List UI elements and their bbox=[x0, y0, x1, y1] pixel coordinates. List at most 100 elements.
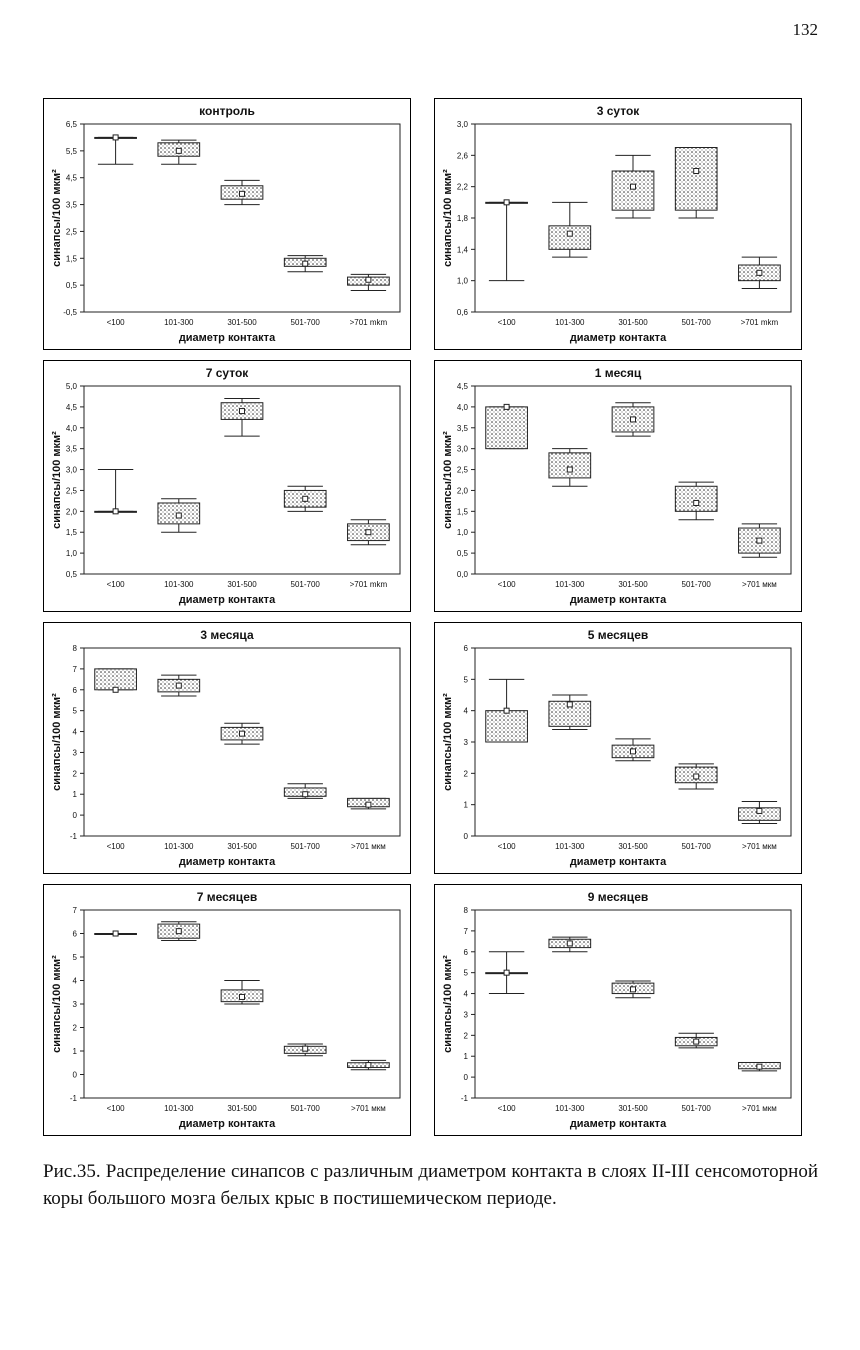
mean-marker bbox=[630, 183, 636, 190]
x-tick-label: >701 мкм bbox=[742, 580, 777, 589]
y-tick-label: 3,5 bbox=[457, 424, 469, 433]
y-tick-label: 3,0 bbox=[457, 120, 469, 129]
y-tick-label: 4 bbox=[73, 728, 78, 737]
mean-marker bbox=[302, 791, 309, 798]
chart-title: 7 суток bbox=[206, 366, 250, 380]
y-tick-label: 2 bbox=[73, 1024, 78, 1033]
x-tick-label: >701 мкм bbox=[351, 842, 386, 851]
mean-marker bbox=[503, 707, 510, 714]
box-0 bbox=[485, 406, 528, 450]
y-tick-label: 4,5 bbox=[66, 174, 78, 183]
y-tick-label: 6 bbox=[73, 930, 78, 939]
y-tick-label: 5 bbox=[73, 953, 78, 962]
box-plot-4: 3 месяца 8 7 6 5 4 3 2 1 0 -1 синапсы/100 мкм² <100 1… bbox=[51, 628, 401, 868]
mean-marker bbox=[630, 416, 636, 423]
y-tick-label: 0 bbox=[73, 1071, 78, 1080]
y-tick-label: 3 bbox=[464, 738, 469, 747]
mean-marker bbox=[365, 1062, 372, 1069]
y-tick-label: 5 bbox=[464, 969, 469, 978]
box-4 bbox=[738, 807, 781, 821]
y-tick-label: 4,0 bbox=[457, 403, 469, 412]
box-0 bbox=[485, 710, 528, 743]
y-axis-label: синапсы/100 мкм² bbox=[51, 169, 63, 267]
x-tick-label: 501-700 bbox=[291, 842, 321, 851]
x-tick-label: <100 bbox=[498, 318, 517, 327]
mean-marker bbox=[302, 260, 309, 267]
x-tick-label: 501-700 bbox=[682, 580, 712, 589]
y-axis-label: синапсы/100 мкм² bbox=[51, 431, 63, 529]
mean-marker bbox=[630, 748, 636, 755]
y-tick-label: 7 bbox=[73, 665, 78, 674]
x-tick-label: 101-300 bbox=[555, 318, 585, 327]
plot-frame bbox=[83, 647, 401, 837]
mean-marker bbox=[175, 928, 182, 935]
mean-marker bbox=[756, 269, 763, 276]
y-tick-label: 0 bbox=[73, 811, 78, 820]
mean-marker bbox=[365, 276, 372, 283]
y-axis-label: синапсы/100 мкм² bbox=[442, 955, 454, 1053]
mean-marker bbox=[566, 701, 573, 708]
y-tick-label: 3 bbox=[464, 1010, 469, 1019]
chart-title: 9 месяцев bbox=[588, 890, 649, 904]
figure-caption: Рис.35. Распределение синапсов с различн… bbox=[43, 1161, 818, 1209]
y-tick-label: 3,0 bbox=[457, 445, 469, 454]
chart-title: 3 суток bbox=[597, 104, 641, 118]
x-tick-label: 301-500 bbox=[618, 1104, 648, 1113]
x-tick-label: >701 mkm bbox=[741, 318, 779, 327]
y-axis-label: синапсы/100 мкм² bbox=[51, 693, 63, 791]
y-tick-label: 1,5 bbox=[66, 528, 78, 537]
x-tick-label: >701 мкм bbox=[742, 842, 777, 851]
x-tick-label: 101-300 bbox=[164, 842, 194, 851]
x-axis-label: диаметр контакта bbox=[570, 332, 667, 344]
box-plot-3: 1 месяц 4,5 4,0 3,5 3,0 2,5 2,0 1,5 1,0 0,5 0,0 син… bbox=[442, 366, 792, 606]
y-tick-label: 3,5 bbox=[66, 445, 78, 454]
y-tick-label: 0,5 bbox=[457, 549, 469, 558]
y-tick-label: -1 bbox=[461, 1094, 469, 1103]
y-tick-label: -1 bbox=[70, 832, 78, 841]
x-axis-label: диаметр контакта bbox=[179, 856, 276, 868]
y-tick-label: 2,0 bbox=[66, 507, 78, 516]
y-tick-label: 3,5 bbox=[66, 201, 78, 210]
box-plot-0: контроль 6,5 5,5 4,5 3,5 2,5 1,5 0,5 -0,5 синапсы… bbox=[51, 104, 401, 344]
x-tick-label: 501-700 bbox=[682, 842, 712, 851]
y-tick-label: 6 bbox=[464, 948, 469, 957]
x-tick-label: >701 mkm bbox=[350, 318, 388, 327]
y-tick-label: 4 bbox=[464, 707, 469, 716]
y-tick-label: 1 bbox=[73, 1047, 78, 1056]
chart-panel-4: 3 месяца 8 7 6 5 4 3 2 1 0 -1 синапсы/100 мкм² <100 1… bbox=[43, 622, 411, 874]
x-tick-label: 101-300 bbox=[555, 580, 585, 589]
mean-marker bbox=[566, 466, 573, 473]
plot-frame bbox=[83, 123, 401, 313]
y-tick-label: 1 bbox=[73, 790, 78, 799]
y-axis-label: синапсы/100 мкм² bbox=[51, 955, 63, 1053]
y-tick-label: 2,6 bbox=[457, 151, 469, 160]
chart-panel-5: 5 месяцев 6 5 4 3 2 1 0 синапсы/100 мкм² <100 101-… bbox=[434, 622, 802, 874]
x-tick-label: 501-700 bbox=[291, 580, 321, 589]
y-tick-label: 2,5 bbox=[457, 466, 469, 475]
y-tick-label: 8 bbox=[464, 906, 469, 915]
mean-marker bbox=[365, 801, 372, 808]
mean-marker bbox=[756, 537, 763, 544]
y-tick-label: 2 bbox=[464, 1031, 469, 1040]
mean-marker bbox=[756, 807, 763, 814]
mean-marker bbox=[756, 1063, 763, 1070]
mean-marker bbox=[566, 230, 573, 237]
mean-marker bbox=[503, 403, 510, 410]
box-3 bbox=[674, 147, 718, 211]
y-tick-label: -1 bbox=[70, 1094, 78, 1103]
y-tick-label: 4,0 bbox=[66, 424, 78, 433]
y-tick-label: 1,5 bbox=[457, 507, 469, 516]
y-axis-label: синапсы/100 мкм² bbox=[442, 693, 454, 791]
y-tick-label: 3,0 bbox=[66, 466, 78, 475]
x-axis-label: диаметр контакта bbox=[179, 1118, 276, 1130]
mean-marker bbox=[112, 508, 119, 515]
y-tick-label: 1,0 bbox=[66, 549, 78, 558]
y-tick-label: 0 bbox=[464, 1073, 469, 1082]
x-tick-label: 501-700 bbox=[291, 1104, 321, 1113]
x-axis-label: диаметр контакта bbox=[570, 1118, 667, 1130]
y-tick-label: 4,5 bbox=[66, 403, 78, 412]
page-number: 132 bbox=[792, 20, 819, 39]
y-tick-label: 6 bbox=[73, 686, 78, 695]
mean-marker bbox=[239, 993, 245, 1000]
mean-marker bbox=[365, 529, 372, 536]
